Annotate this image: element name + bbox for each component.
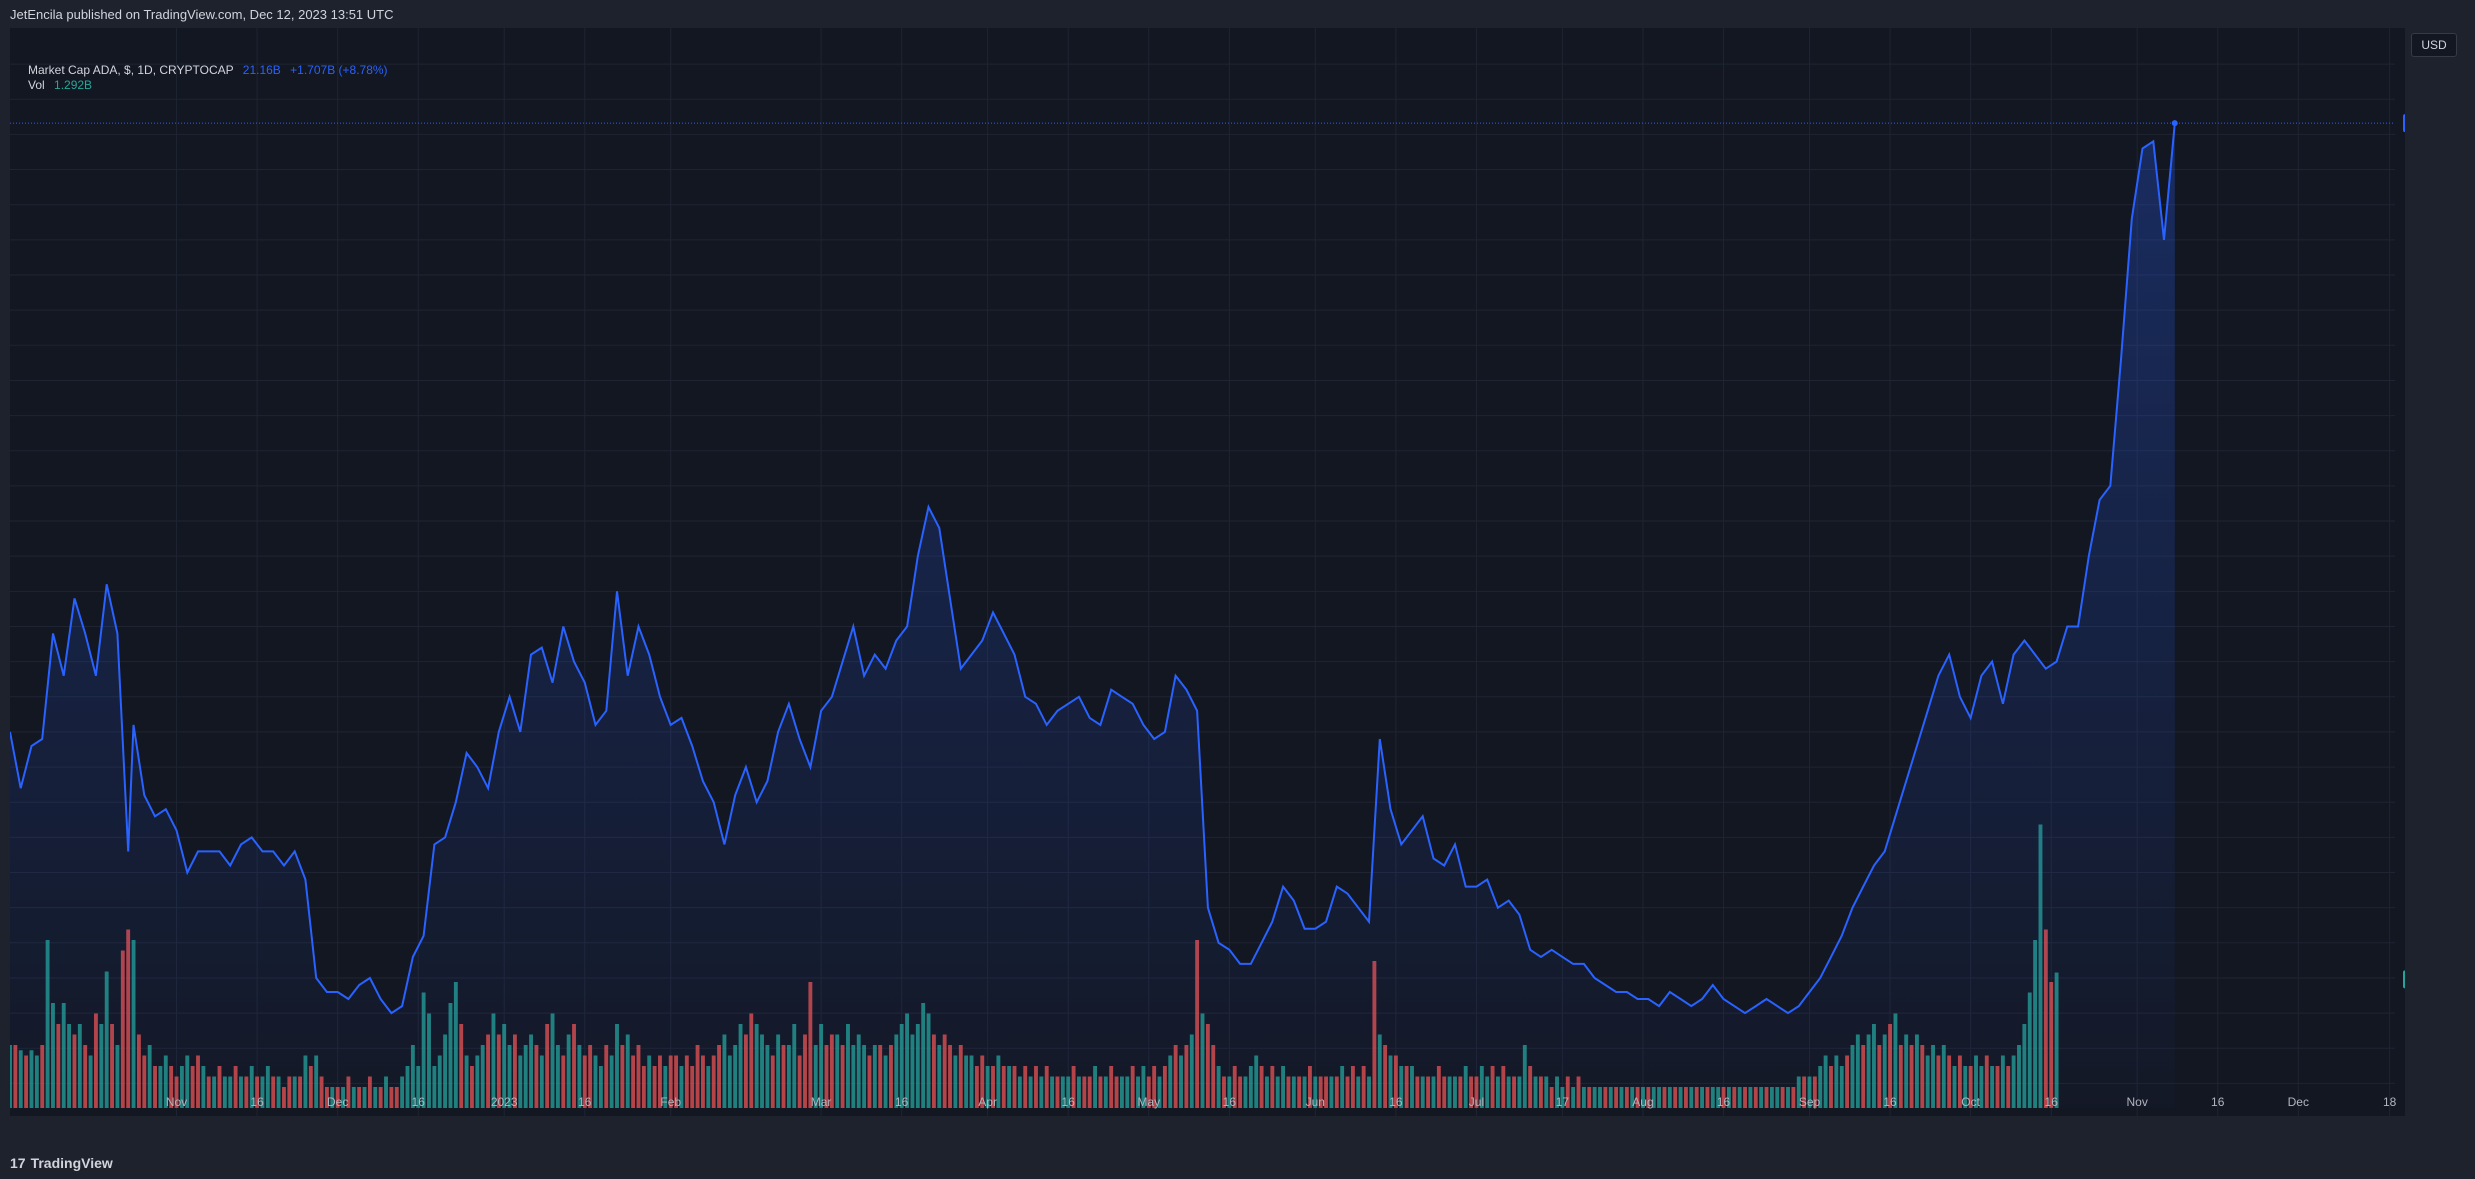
currency-unit-button[interactable]: USD: [2411, 33, 2457, 57]
x-tick-label: Oct: [1961, 1095, 1980, 1109]
x-tick-label: 16: [2045, 1095, 2059, 1109]
x-tick-label: Mar: [811, 1095, 832, 1109]
tradingview-logo[interactable]: 17 TradingView: [10, 1155, 113, 1171]
x-tick-label: 16: [1389, 1095, 1403, 1109]
footer-bar: [0, 1150, 2475, 1179]
x-tick-label: 16: [412, 1095, 426, 1109]
x-tick-label: Sep: [1799, 1095, 1821, 1109]
price-line: [10, 123, 2176, 1015]
price-axis-bg: [2395, 28, 2405, 1116]
volume-label: Vol: [28, 78, 45, 92]
brand-name: TradingView: [30, 1155, 113, 1171]
x-tick-label: Jun: [1306, 1095, 1325, 1109]
x-tick-label: Nov: [166, 1095, 187, 1109]
header-bar: JetEncila published on TradingView.com, …: [0, 0, 2475, 28]
last-price-dot: [2171, 120, 2178, 127]
x-tick-label: May: [1137, 1095, 1160, 1109]
current-price-label-bg: [2403, 114, 2405, 133]
x-tick-label: 16: [1883, 1095, 1897, 1109]
axis-labels: 21.16B1.292B: [2403, 114, 2405, 989]
x-tick-label: Dec: [327, 1095, 348, 1109]
x-tick-label: 16: [578, 1095, 592, 1109]
x-tick-label: Nov: [2126, 1095, 2147, 1109]
x-tick-label: Aug: [1632, 1095, 1653, 1109]
x-tick-label: 16: [250, 1095, 264, 1109]
x-tick-label: 16: [1223, 1095, 1237, 1109]
x-tick-label: 16: [1062, 1095, 1076, 1109]
series-legend[interactable]: Market Cap ADA, $, 1D, CRYPTOCAP 21.16B …: [28, 62, 388, 78]
x-tick-label: Feb: [660, 1095, 681, 1109]
price-axis[interactable]: 22B21.5B21B20.5B20B19.5B19B18.5B18B17.5B…: [2395, 28, 2405, 1116]
x-tick-label: 18: [2383, 1095, 2397, 1109]
x-tick-label: 16: [895, 1095, 909, 1109]
x-tick-label: 16: [2211, 1095, 2225, 1109]
legend-symbol: Market Cap ADA, $, 1D, CRYPTOCAP: [28, 63, 234, 77]
publisher-text: JetEncila published on TradingView.com, …: [10, 7, 394, 22]
price-area-fill: [10, 123, 2175, 1108]
volume-price-label-bg: [2403, 970, 2405, 989]
x-tick-label: Jul: [1469, 1095, 1484, 1109]
volume-value: 1.292B: [54, 78, 93, 92]
volume-legend[interactable]: Vol 1.292B: [28, 78, 92, 92]
x-tick-label: Apr: [978, 1095, 997, 1109]
price-chart[interactable]: 22B21.5B21B20.5B20B19.5B19B18.5B18B17.5B…: [10, 28, 2405, 1116]
legend-change: +1.707B (+8.78%): [290, 63, 388, 77]
tradingview-logo-icon: 17: [10, 1155, 26, 1171]
x-tick-label: 17: [1556, 1095, 1570, 1109]
x-tick-label: 2023: [491, 1095, 518, 1109]
x-tick-label: Dec: [2288, 1095, 2309, 1109]
x-tick-label: 16: [1717, 1095, 1731, 1109]
chart-area[interactable]: 22B21.5B21B20.5B20B19.5B19B18.5B18B17.5B…: [10, 28, 2405, 1116]
legend-value: 21.16B: [242, 63, 281, 77]
time-axis[interactable]: Nov 16 Dec 16 2023 16 Feb Mar 16 Apr 16 May 16 Jun 16 J…: [166, 1095, 2397, 1109]
